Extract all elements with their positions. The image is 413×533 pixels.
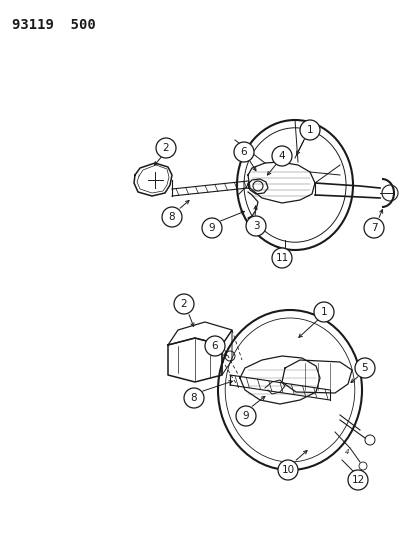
- Text: 2: 2: [162, 143, 169, 153]
- Text: 4: 4: [344, 449, 349, 455]
- Text: 11: 11: [275, 253, 288, 263]
- Text: 7: 7: [370, 223, 376, 233]
- Text: 3: 3: [252, 221, 259, 231]
- Circle shape: [245, 216, 266, 236]
- Text: 4: 4: [278, 151, 285, 161]
- Text: 2: 2: [180, 299, 187, 309]
- Circle shape: [204, 336, 224, 356]
- Circle shape: [299, 120, 319, 140]
- Text: 6: 6: [240, 147, 247, 157]
- Text: 12: 12: [351, 475, 364, 485]
- Text: 5: 5: [361, 363, 368, 373]
- Circle shape: [271, 146, 291, 166]
- Text: 6: 6: [211, 341, 218, 351]
- Circle shape: [173, 294, 194, 314]
- Text: 8: 8: [190, 393, 197, 403]
- Circle shape: [233, 142, 254, 162]
- Circle shape: [183, 388, 204, 408]
- Circle shape: [161, 207, 182, 227]
- Text: 1: 1: [320, 307, 327, 317]
- Circle shape: [347, 470, 367, 490]
- Text: 8: 8: [168, 212, 175, 222]
- Circle shape: [202, 218, 221, 238]
- Circle shape: [271, 248, 291, 268]
- Text: 10: 10: [281, 465, 294, 475]
- Circle shape: [363, 218, 383, 238]
- Circle shape: [277, 460, 297, 480]
- Circle shape: [156, 138, 176, 158]
- Text: 9: 9: [208, 223, 215, 233]
- Text: 9: 9: [242, 411, 249, 421]
- Circle shape: [235, 406, 255, 426]
- Circle shape: [354, 358, 374, 378]
- Text: 1: 1: [306, 125, 313, 135]
- Text: 93119  500: 93119 500: [12, 18, 95, 32]
- Circle shape: [313, 302, 333, 322]
